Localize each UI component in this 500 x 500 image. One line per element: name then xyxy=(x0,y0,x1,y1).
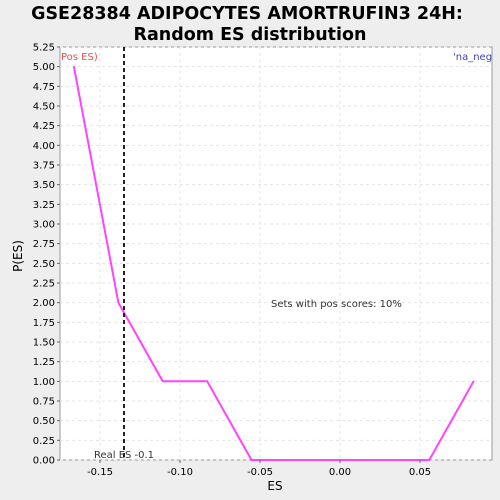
x-tick-label: -0.05 xyxy=(247,467,273,478)
neg-es-label: 'na_neg xyxy=(453,52,492,63)
y-tick-label: 3.00 xyxy=(33,220,55,231)
y-tick-label: 0.75 xyxy=(33,397,55,408)
x-tick-label: 0.00 xyxy=(329,467,351,478)
y-tick-label: 0.25 xyxy=(33,436,55,447)
data-point xyxy=(73,65,75,68)
y-tick-label: 4.25 xyxy=(33,121,55,132)
data-point xyxy=(250,459,253,461)
y-tick-label: 0.50 xyxy=(33,416,55,427)
y-tick-label: 3.50 xyxy=(33,180,55,191)
data-point xyxy=(472,380,475,383)
y-tick-label: 2.75 xyxy=(33,239,55,250)
y-tick-label: 2.00 xyxy=(33,298,55,309)
y-tick-label: 1.75 xyxy=(33,318,55,329)
x-tick-label: 0.05 xyxy=(409,467,431,478)
y-tick-label: 2.25 xyxy=(33,279,55,290)
chart-title: GSE28384 ADIPOCYTES AMORTRUFIN3 24H: xyxy=(31,4,463,24)
y-tick-label: 2.50 xyxy=(33,259,55,270)
grid xyxy=(60,46,492,461)
y-axis-label: P(ES) xyxy=(11,240,25,272)
real-es-label: Real ES -0.1 xyxy=(94,450,154,461)
y-tick-label: 1.25 xyxy=(33,357,55,368)
x-axis-label: ES xyxy=(267,479,282,493)
data-point xyxy=(161,380,164,383)
data-point xyxy=(295,459,297,461)
data-point xyxy=(384,459,386,461)
y-tick-label: 1.00 xyxy=(33,377,55,388)
y-tick-label: 3.75 xyxy=(33,161,55,172)
y-tick-label: 4.75 xyxy=(33,82,55,93)
chart-subtitle: Random ES distribution xyxy=(133,25,366,45)
data-point xyxy=(117,301,120,304)
data-point xyxy=(428,459,431,461)
y-tick-label: 0.00 xyxy=(33,456,55,467)
data-point xyxy=(206,380,208,383)
y-tick-label: 4.00 xyxy=(33,141,55,152)
x-tick-label: -0.15 xyxy=(87,467,113,478)
y-tick-label: 1.50 xyxy=(33,338,55,349)
series-layer xyxy=(72,65,475,461)
y-tick-label: 5.25 xyxy=(33,43,55,54)
pos-es-label: Pos ES) xyxy=(61,52,98,63)
series-line xyxy=(72,66,475,461)
sets-pos-scores-text: Sets with pos scores: 10% xyxy=(271,299,402,310)
y-tick-label: 3.25 xyxy=(33,200,55,211)
x-tick-label: -0.10 xyxy=(167,467,193,478)
tick-layer: 0.00 0.25 0.50 0.75 1.00 1.25 1.50 1.75 2.00 2.25… xyxy=(33,43,431,479)
y-tick-label: 4.50 xyxy=(33,102,55,113)
y-tick-label: 5.00 xyxy=(33,62,55,73)
reference-layer: Real ES -0.1 xyxy=(94,47,154,461)
